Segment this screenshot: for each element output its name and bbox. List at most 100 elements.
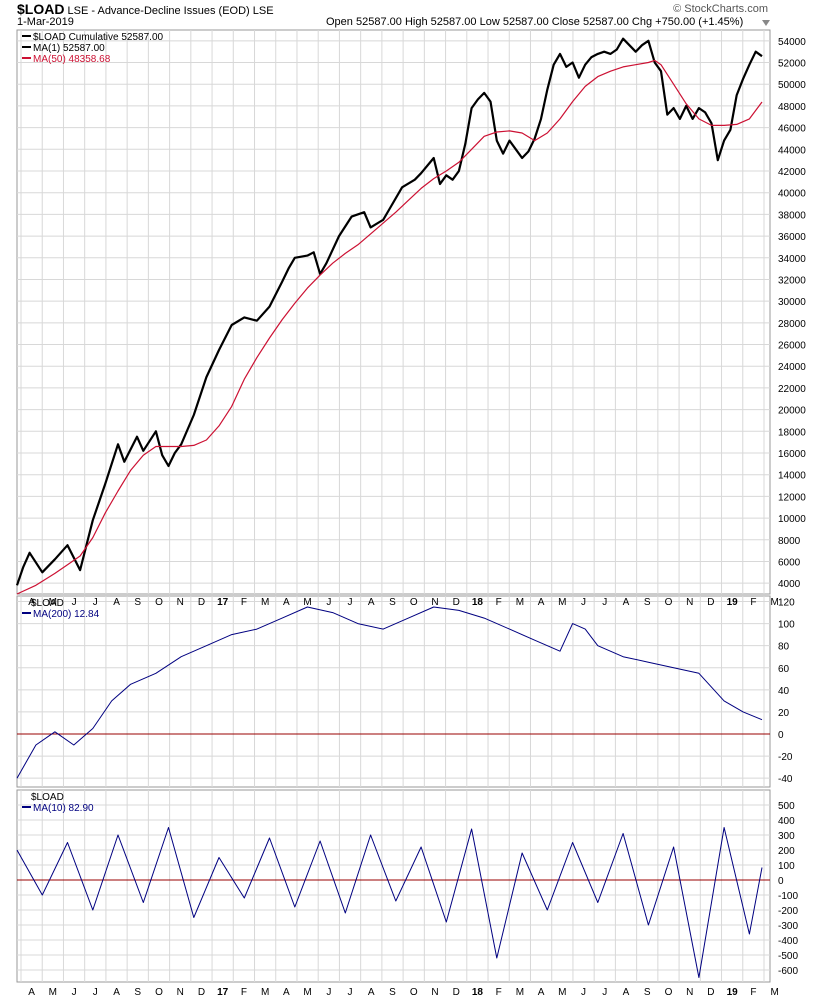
y-tick-label: 8000: [778, 536, 801, 547]
x-tick-label: D: [453, 987, 460, 998]
y-tick-label: 4000: [778, 579, 801, 590]
chg-value: +750.00 (+1.45%): [655, 16, 744, 28]
x-tick-label: 18: [472, 987, 484, 998]
y-tick-label: -40: [778, 774, 793, 785]
x-tick-label: 19: [727, 597, 739, 608]
x-tick-label: M: [303, 597, 311, 608]
y-tick-label: -600: [778, 966, 798, 977]
y-tick-label: -200: [778, 906, 798, 917]
y-tick-label: 16000: [778, 449, 806, 460]
y-tick-label: 0: [778, 876, 784, 887]
y-tick-label: 10000: [778, 514, 806, 525]
x-tick-label: F: [241, 987, 247, 998]
x-tick-label: A: [623, 597, 630, 608]
y-tick-label: 26000: [778, 341, 806, 352]
x-tick-label: N: [686, 597, 693, 608]
y-tick-label: -20: [778, 752, 793, 763]
x-tick-label: N: [177, 597, 184, 608]
panel-frame: [16, 789, 771, 983]
x-tick-label: S: [644, 597, 651, 608]
panel-ma10: 500 400 300 200 100 0 -100 -200 -300 -400 -500 -600…: [16, 789, 798, 983]
y-tick-label: 0: [778, 730, 784, 741]
x-tick-label: F: [496, 597, 502, 608]
y-tick-label: 48000: [778, 102, 806, 113]
description: LSE - Advance-Decline Issues (EOD) LSE: [67, 5, 274, 17]
x-tick-label: F: [750, 987, 756, 998]
x-tick-label: O: [410, 597, 418, 608]
x-tick-label: 18: [472, 597, 484, 608]
x-tick-label: S: [134, 987, 141, 998]
x-tick-label: M: [770, 597, 778, 608]
y-tick-label: 52000: [778, 59, 806, 70]
y-tick-label: 24000: [778, 362, 806, 373]
x-tick-label: J: [93, 987, 98, 998]
x-tick-label: S: [389, 597, 396, 608]
x-tick-label: S: [134, 597, 141, 608]
low-value: 52587.00: [502, 16, 549, 28]
y-tick-label: 42000: [778, 167, 806, 178]
x-tick-label: J: [348, 597, 353, 608]
x-tick-label: J: [581, 987, 586, 998]
y-tick-label: 36000: [778, 232, 806, 243]
x-tick-label: O: [155, 987, 163, 998]
x-tick-label: D: [453, 597, 460, 608]
x-tick-label: D: [198, 597, 205, 608]
y-tick-label: 40: [778, 686, 790, 697]
x-tick-label: M: [770, 987, 778, 998]
x-tick-label: J: [72, 987, 77, 998]
panel-main: 4000 6000 8000 10000 12000 14000 16000 18000 200…: [15, 29, 806, 595]
y-tick-label: 12000: [778, 492, 806, 503]
y-tick-label: -100: [778, 891, 798, 902]
y-tick-label: 28000: [778, 319, 806, 330]
x-tick-label: J: [602, 597, 607, 608]
x-tick-label: 17: [217, 987, 229, 998]
y-tick-label: -300: [778, 921, 798, 932]
y-tick-label: 34000: [778, 254, 806, 265]
x-tick-label: 19: [727, 987, 739, 998]
y-tick-label: 38000: [778, 210, 806, 221]
x-tick-label: J: [326, 597, 331, 608]
ohlc-readout: Open 52587.00 High 52587.00 Low 52587.00…: [326, 16, 744, 28]
x-tick-label: S: [389, 987, 396, 998]
x-tick-label: M: [558, 597, 566, 608]
x-tick-label: A: [623, 987, 630, 998]
legend-label: MA(1) 52587.00: [33, 43, 105, 54]
x-tick-label: A: [283, 987, 290, 998]
x-tick-label: 17: [217, 597, 229, 608]
x-tick-label: F: [750, 597, 756, 608]
x-tick-label: D: [198, 987, 205, 998]
x-tick-label: O: [665, 987, 673, 998]
x-tick-label: N: [177, 987, 184, 998]
y-tick-label: 20: [778, 708, 790, 719]
x-tick-label: J: [326, 987, 331, 998]
legend-label: $LOAD: [31, 792, 64, 803]
legend-label: $LOAD: [31, 598, 64, 609]
y-tick-label: -500: [778, 951, 798, 962]
y-tick-label: -400: [778, 936, 798, 947]
y-tick-label: 300: [778, 831, 795, 842]
y-tick-label: 100: [778, 861, 795, 872]
x-tick-label: O: [665, 597, 673, 608]
y-tick-label: 54000: [778, 37, 806, 48]
x-tick-label: A: [368, 597, 375, 608]
y-tick-label: 18000: [778, 427, 806, 438]
y-tick-label: 50000: [778, 80, 806, 91]
series-line: [16, 59, 763, 595]
x-tick-label: A: [113, 987, 120, 998]
y-tick-label: 14000: [778, 471, 806, 482]
x-tick-label: A: [538, 597, 545, 608]
x-tick-label: F: [496, 987, 502, 998]
x-tick-label: J: [348, 987, 353, 998]
series-line: [15, 37, 763, 586]
y-tick-label: 32000: [778, 275, 806, 286]
x-tick-label: M: [558, 987, 566, 998]
legend-label: MA(200) 12.84: [33, 609, 100, 620]
x-tick-label: N: [431, 597, 438, 608]
gear-icon: [762, 20, 770, 26]
x-tick-label: D: [707, 597, 714, 608]
legend-label: MA(50) 48358.68: [33, 54, 111, 65]
y-tick-label: 80: [778, 642, 790, 653]
x-tick-label: M: [516, 597, 524, 608]
